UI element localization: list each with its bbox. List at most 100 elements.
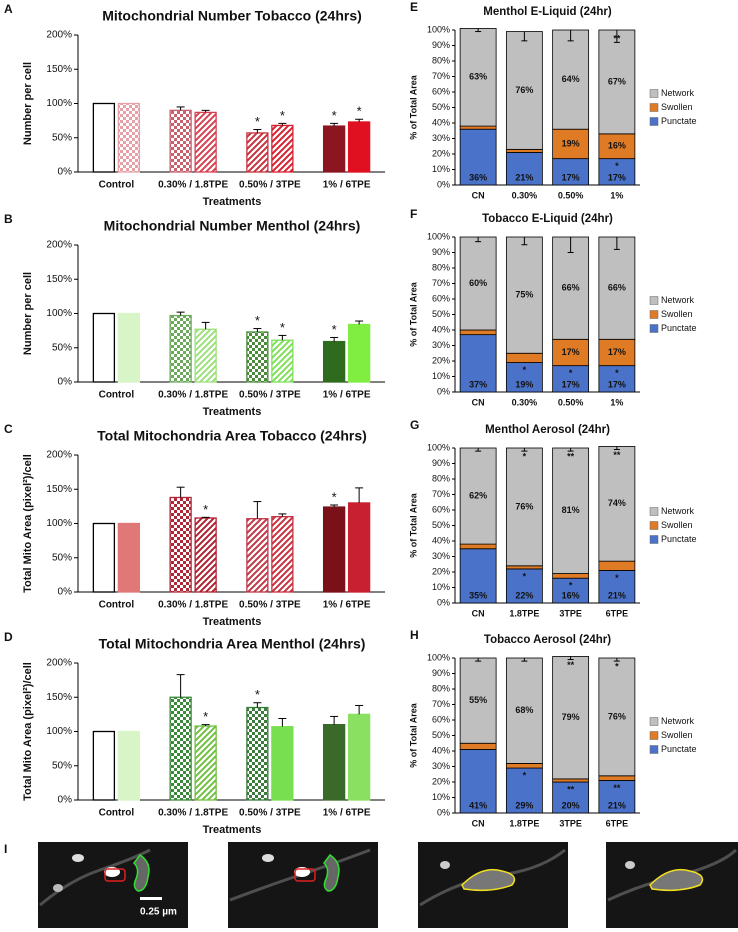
blob <box>53 884 63 892</box>
legend-label: Swollen <box>661 102 693 112</box>
blob <box>625 861 635 869</box>
value-label: 35% <box>469 590 487 600</box>
outline-green <box>323 853 340 892</box>
x-tick-label: 0.30% / 1.8TPE <box>158 390 228 401</box>
bar-segment <box>459 543 497 550</box>
significance: * <box>255 313 260 328</box>
chart-title: Mitochondrial Number Menthol (24hrs) <box>104 218 361 234</box>
y-tick-label: 10% <box>432 582 450 592</box>
bar-segment <box>598 29 636 135</box>
value-label: 76% <box>608 711 626 721</box>
y-tick-label: 200% <box>46 30 72 41</box>
y-tick-label: 80% <box>432 55 450 65</box>
legend-swatch <box>649 296 659 305</box>
y-tick-label: 30% <box>432 340 450 350</box>
legend-label: Swollen <box>661 730 693 740</box>
y-tick-label: 100% <box>46 98 72 109</box>
x-tick-label: 0.50% <box>558 397 584 407</box>
panel-letter: D <box>4 630 13 644</box>
microscopy-panel: I 0.25 µm <box>4 842 738 928</box>
legend-label: Network <box>661 295 695 305</box>
x-tick-label: Control <box>99 600 135 611</box>
legend-label: Punctate <box>661 534 697 544</box>
y-tick-label: 40% <box>432 535 450 545</box>
value-label: 76% <box>515 85 533 95</box>
y-tick-label: 40% <box>432 324 450 334</box>
value-label: 37% <box>469 379 487 389</box>
x-tick-label: 1% <box>610 397 623 407</box>
value-label: 41% <box>469 800 487 810</box>
bar <box>117 522 141 593</box>
bar <box>246 518 269 593</box>
bar-segment <box>598 158 636 186</box>
filament <box>39 848 151 907</box>
bar <box>246 706 269 801</box>
outline-red <box>294 868 316 882</box>
value-label: 19% <box>562 138 580 148</box>
x-tick-label: Control <box>99 390 135 401</box>
significance: * <box>615 661 619 671</box>
bar-segment <box>459 128 497 186</box>
x-tick-label: 1% / 6TPE <box>323 390 371 401</box>
bar <box>347 713 371 801</box>
bar <box>271 726 294 801</box>
y-tick-label: 0% <box>58 377 73 388</box>
x-axis-label: Treatments <box>203 196 262 208</box>
bar-segment <box>598 570 636 604</box>
y-tick-label: 20% <box>432 148 450 158</box>
panel-letter: A <box>4 2 13 16</box>
bar-segment <box>459 657 497 744</box>
significance: ** <box>567 784 575 794</box>
bar-segment <box>505 148 543 153</box>
y-axis-label: Number per cell <box>22 272 34 355</box>
y-tick-label: 200% <box>46 240 72 251</box>
legend-swatch <box>649 324 659 333</box>
significance: * <box>280 108 285 123</box>
panel-letter: B <box>4 212 13 226</box>
significance: * <box>569 368 573 378</box>
significance: ** <box>613 33 621 43</box>
significance: * <box>280 320 285 335</box>
significance: * <box>523 365 527 375</box>
bar <box>271 124 294 173</box>
scale-bar <box>140 897 162 900</box>
legend-swatch <box>649 310 659 319</box>
y-tick-label: 60% <box>432 86 450 96</box>
value-label: 22% <box>515 590 533 600</box>
bar <box>92 730 116 801</box>
y-axis-label: Number per cell <box>22 62 34 145</box>
outline-green <box>133 853 150 892</box>
significance: * <box>615 161 619 171</box>
value-label: 76% <box>515 501 533 511</box>
bar <box>322 724 346 801</box>
y-tick-label: 50% <box>52 132 72 143</box>
significance: ** <box>613 450 621 460</box>
y-tick-label: 90% <box>432 247 450 257</box>
value-label: 17% <box>608 347 626 357</box>
bar <box>246 132 269 173</box>
legend-swatch <box>649 89 659 98</box>
outline-yellow <box>461 868 516 892</box>
x-tick-label: 0.30% / 1.8TPE <box>158 600 228 611</box>
value-label: 21% <box>608 800 626 810</box>
y-tick-label: 80% <box>432 683 450 693</box>
y-tick-label: 60% <box>432 293 450 303</box>
value-label: 20% <box>562 800 580 810</box>
chart-title: Total Mitochondria Area Menthol (24hrs) <box>99 636 366 652</box>
chart-title: Menthol E-Liquid (24hr) <box>483 6 612 18</box>
y-tick-label: 50% <box>52 552 72 563</box>
y-tick-label: 40% <box>432 745 450 755</box>
y-tick-label: 40% <box>432 117 450 127</box>
bar <box>92 312 116 383</box>
bar-segment <box>505 568 543 604</box>
value-label: 17% <box>562 379 580 389</box>
y-tick-label: 10% <box>432 792 450 802</box>
value-label: 79% <box>562 712 580 722</box>
y-tick-label: 90% <box>432 458 450 468</box>
y-tick-label: 90% <box>432 668 450 678</box>
bar <box>169 314 192 383</box>
y-tick-label: 100% <box>427 24 450 34</box>
bar-segment <box>505 352 543 363</box>
y-tick-label: 60% <box>432 714 450 724</box>
